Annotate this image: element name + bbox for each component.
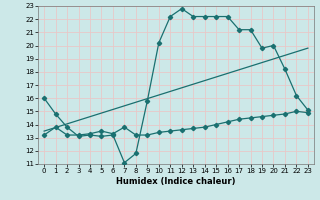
X-axis label: Humidex (Indice chaleur): Humidex (Indice chaleur) (116, 177, 236, 186)
